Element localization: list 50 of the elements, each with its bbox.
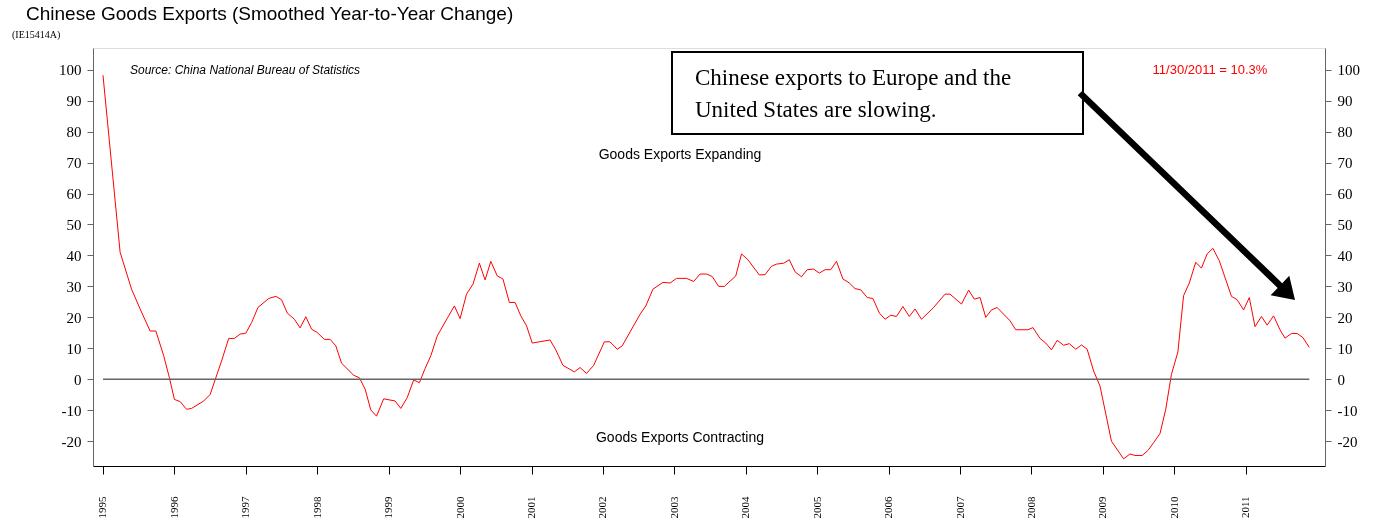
x-tick-label: 2001 (525, 496, 538, 519)
chart-title: Chinese Goods Exports (Smoothed Year-to-Year Change) (26, 3, 514, 24)
annotation: Goods Exports Contracting (595, 429, 765, 445)
x-tick-label: 1998 (310, 496, 323, 519)
y-tick-label: 50 (66, 216, 82, 233)
x-tick-label: 2003 (667, 496, 680, 519)
y-tick-label: 70 (66, 155, 82, 172)
annotation: Source: China National Bureau of Statistics (130, 63, 361, 77)
x-tick-label: 2004 (739, 496, 752, 519)
annotation: Goods Exports Expanding (598, 146, 762, 162)
y2-tick-label: 100 (1337, 62, 1360, 79)
x-tick-label: 1997 (239, 496, 252, 519)
y-tick-label: 0 (74, 371, 82, 388)
y-tick-label: 90 (66, 93, 82, 110)
y-tick-label: 80 (66, 124, 82, 141)
annotation: 11/30/2011 = 10.3% (1152, 62, 1268, 77)
y-tick-label: 10 (66, 340, 82, 357)
x-tick-label: 2011 (1239, 496, 1252, 519)
y2-tick-label: 80 (1337, 124, 1353, 141)
x-tick-label: 2000 (453, 496, 466, 519)
y2-tick-label: 60 (1337, 186, 1353, 203)
x-tick-label: 2008 (1024, 496, 1037, 519)
y-tick-label: 20 (66, 309, 82, 326)
x-tick-label: 2007 (953, 496, 966, 519)
y2-tick-label: 30 (1337, 278, 1353, 295)
annotation: Chinese exports to Europe and the United States are slowing. (695, 65, 1012, 122)
x-tick-label: 2010 (1167, 496, 1180, 519)
x-tick-label: 2005 (810, 496, 823, 519)
y2-tick-label: 20 (1337, 309, 1353, 326)
y2-tick-label: -10 (1337, 402, 1358, 419)
y2-tick-label: 0 (1337, 371, 1345, 388)
y2-tick-label: 50 (1337, 216, 1353, 233)
x-tick-label: 1995 (96, 496, 109, 519)
y-tick-label: 60 (66, 186, 82, 203)
y2-tick-label: 90 (1337, 93, 1353, 110)
x-tick-label: 1999 (382, 496, 395, 519)
y-tick-label: 30 (66, 278, 82, 295)
y2-tick-label: 10 (1337, 340, 1353, 357)
y2-tick-label: 70 (1337, 155, 1353, 172)
x-tick-label: 2006 (882, 496, 895, 519)
y2-tick-label: 40 (1337, 247, 1353, 264)
y-tick-label: -20 (61, 433, 82, 450)
y-tick-label: 100 (59, 62, 82, 79)
y2-tick-label: -20 (1337, 433, 1358, 450)
x-tick-label: 2009 (1096, 496, 1109, 519)
x-tick-label: 2002 (596, 496, 609, 519)
y-tick-label: 40 (66, 247, 82, 264)
x-tick-label: 1996 (167, 496, 180, 519)
y-tick-label: -10 (61, 402, 82, 419)
text: (IE15414A) (12, 29, 61, 41)
